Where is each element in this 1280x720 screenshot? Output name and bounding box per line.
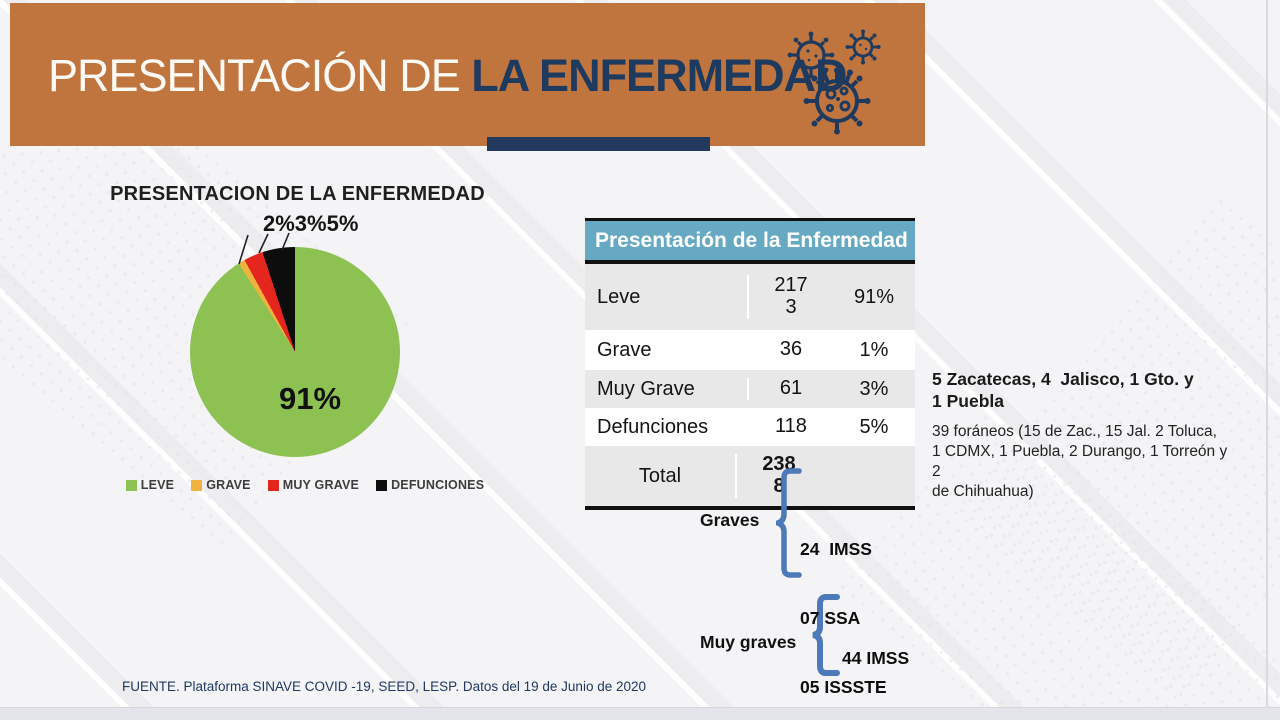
row-percent: 5% bbox=[859, 415, 889, 438]
chart-title: PRESENTACION DE LA ENFERMEDAD bbox=[110, 183, 485, 205]
pie-chart bbox=[190, 247, 400, 457]
table-row: Muy Grave 61 3% bbox=[585, 370, 915, 408]
row-label: Leve bbox=[597, 285, 641, 308]
page-title: PRESENTACIÓN DE LA ENFERMEDAD bbox=[48, 50, 848, 101]
graves-breakdown-list: 24 IMSS 07 SSA 05 ISSSTE bbox=[800, 492, 887, 720]
row-label: Grave bbox=[597, 338, 652, 361]
row-count: 2173 bbox=[747, 275, 833, 319]
muy-graves-brace-icon bbox=[812, 594, 840, 676]
list-item: 05 ISSSTE bbox=[800, 677, 887, 697]
table-row: Defunciones 118 5% bbox=[585, 408, 915, 446]
row-percent: 1% bbox=[859, 338, 889, 361]
table-header: Presentación de la Enfermedad bbox=[585, 221, 915, 264]
row-percent: 91% bbox=[853, 285, 895, 308]
foraneos-notes: 5 Zacatecas, 4 Jalisco, 1 Gto. y 1 Puebl… bbox=[932, 368, 1232, 502]
slide-bottom-edge bbox=[0, 707, 1280, 720]
list-item: 24 IMSS bbox=[800, 539, 872, 559]
header-underline-bar bbox=[487, 137, 710, 151]
foraneos-summary: 5 Zacatecas, 4 Jalisco, 1 Gto. y 1 Puebl… bbox=[932, 369, 1194, 411]
pie-callout-label: 2%3%5% bbox=[263, 211, 359, 236]
page-title-bold: LA ENFERMEDAD bbox=[471, 50, 847, 101]
legend-swatch-defunciones bbox=[376, 479, 388, 491]
legend-label: MUY GRAVE bbox=[282, 478, 360, 492]
row-count: 36 bbox=[747, 339, 833, 361]
foraneos-detail: 39 foráneos (15 de Zac., 15 Jal. 2 Toluc… bbox=[932, 423, 1228, 500]
graves-brace-icon bbox=[776, 468, 802, 578]
graves-label: Graves bbox=[700, 510, 760, 530]
pie-major-slice-label: 91% bbox=[278, 381, 342, 416]
chart-legend: LEVE GRAVE MUY GRAVE DEFUNCIONES bbox=[110, 478, 500, 492]
coronavirus-icon bbox=[783, 23, 891, 138]
legend-swatch-leve bbox=[125, 479, 137, 491]
table-row: Leve 2173 91% bbox=[585, 264, 915, 330]
muy-graves-label: Muy graves bbox=[700, 632, 797, 652]
slide-right-edge bbox=[1266, 0, 1268, 708]
legend-swatch-grave bbox=[191, 479, 203, 491]
legend-item-muy-grave: MUY GRAVE bbox=[267, 478, 360, 492]
header-banner: PRESENTACIÓN DE LA ENFERMEDAD bbox=[10, 3, 925, 146]
legend-label: DEFUNCIONES bbox=[391, 478, 485, 492]
table-row: Grave 36 1% bbox=[585, 330, 915, 370]
presentation-table: Presentación de la Enfermedad Leve 2173 … bbox=[585, 218, 915, 510]
row-count: 118 bbox=[747, 416, 833, 438]
row-count: 61 bbox=[747, 378, 833, 400]
row-label: Muy Grave bbox=[597, 377, 695, 400]
row-percent: 3% bbox=[859, 377, 889, 400]
total-label: Total bbox=[638, 464, 682, 487]
legend-item-defunciones: DEFUNCIONES bbox=[376, 478, 484, 492]
list-item: 16 SSA bbox=[842, 716, 929, 720]
source-footnote: FUENTE. Plataforma SINAVE COVID -19, SEE… bbox=[122, 679, 647, 694]
legend-swatch-muy-grave bbox=[267, 479, 279, 491]
legend-label: GRAVE bbox=[206, 478, 251, 492]
legend-label: LEVE bbox=[140, 478, 175, 492]
pie-callout-lines bbox=[238, 232, 290, 265]
muy-graves-breakdown-list: 44 IMSS 16 SSA 01 ISSSTE bbox=[842, 601, 929, 720]
page-title-light: PRESENTACIÓN DE bbox=[48, 50, 472, 101]
legend-item-leve: LEVE bbox=[125, 478, 175, 492]
list-item: 44 IMSS bbox=[842, 648, 910, 668]
legend-item-grave: GRAVE bbox=[191, 478, 251, 492]
list-item: 07 SSA bbox=[800, 608, 861, 628]
table-total-row: Total 2388 bbox=[585, 446, 915, 506]
row-label: Defunciones bbox=[597, 415, 709, 438]
